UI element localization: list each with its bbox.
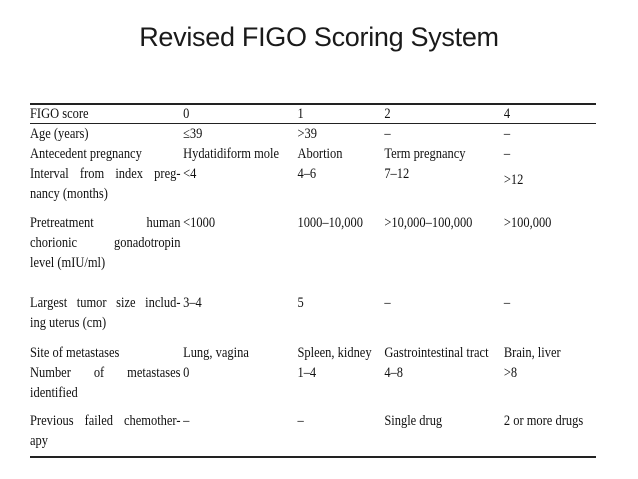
cell-score-2: – [384,295,391,311]
cell-score-4: Brain, liver [503,345,561,361]
cell-score-4: >8 [503,365,518,381]
cell-score-4: – [503,146,511,162]
cell-score-1: – [297,413,304,429]
cell-score-1: Spleen, kidney [297,345,372,361]
figo-scoring-table: FIGO score 0 1 2 4 Age (years) ≤39 >39 –… [30,103,596,458]
header-cell-score-0: 0 [183,106,190,122]
cell-score-1: Abortion [297,146,343,162]
table-top-rule [30,103,596,105]
cell-score-0: Hydatidiform mole [183,146,280,162]
cell-score-2: 7–12 [384,166,410,182]
cell-score-2: Gastrointestinal tract [384,345,489,361]
cell-score-0: – [183,413,190,429]
header-cell-score-1: 1 [297,106,304,122]
slide-title: Revised FIGO Scoring System [139,22,499,52]
table-bottom-rule [30,456,596,458]
header-cell-score-4: 4 [503,106,511,122]
cell-score-2: – [384,126,391,142]
cell-score-4: 2 or more drugs [503,413,584,429]
header-cell-score-2: 2 [384,106,391,122]
header-cell-figo-score: FIGO score [30,106,89,122]
cell-score-1: 5 [297,295,304,311]
cell-score-2: >10,000–100,000 [384,215,473,231]
cell-score-4: >12 [503,172,524,188]
cell-score-0: 0 [183,365,190,381]
row-label: Previous failed chemother- apy [30,413,181,449]
cell-score-2: Single drug [384,413,443,429]
row-label: Site of metastases [30,345,120,361]
cell-score-4: – [503,126,511,142]
row-label: Antecedent pregnancy [30,146,142,162]
cell-score-1: >39 [297,126,317,142]
row-label: Age (years) [30,126,89,142]
row-label: Pretreatment human chorionic gonadotropi… [30,215,181,271]
cell-score-0: 3–4 [183,295,202,311]
row-label: Largest tumor size includ- ing uterus (c… [30,295,181,331]
cell-score-2: Term pregnancy [384,146,466,162]
cell-score-0: ≤39 [183,126,203,142]
cell-score-2: 4–8 [384,365,404,381]
cell-score-4: – [503,295,511,311]
row-label: Number of metastases identified [30,365,181,401]
row-label: Interval from index preg- nancy (months) [30,166,181,202]
cell-score-1: 4–6 [297,166,317,182]
cell-score-1: 1000–10,000 [297,215,363,231]
cell-score-4: >100,000 [503,215,552,231]
cell-score-1: 1–4 [297,365,317,381]
cell-score-0: <1000 [183,215,216,231]
table-header-rule [30,123,596,124]
cell-score-0: <4 [183,166,197,182]
cell-score-0: Lung, vagina [183,345,249,361]
